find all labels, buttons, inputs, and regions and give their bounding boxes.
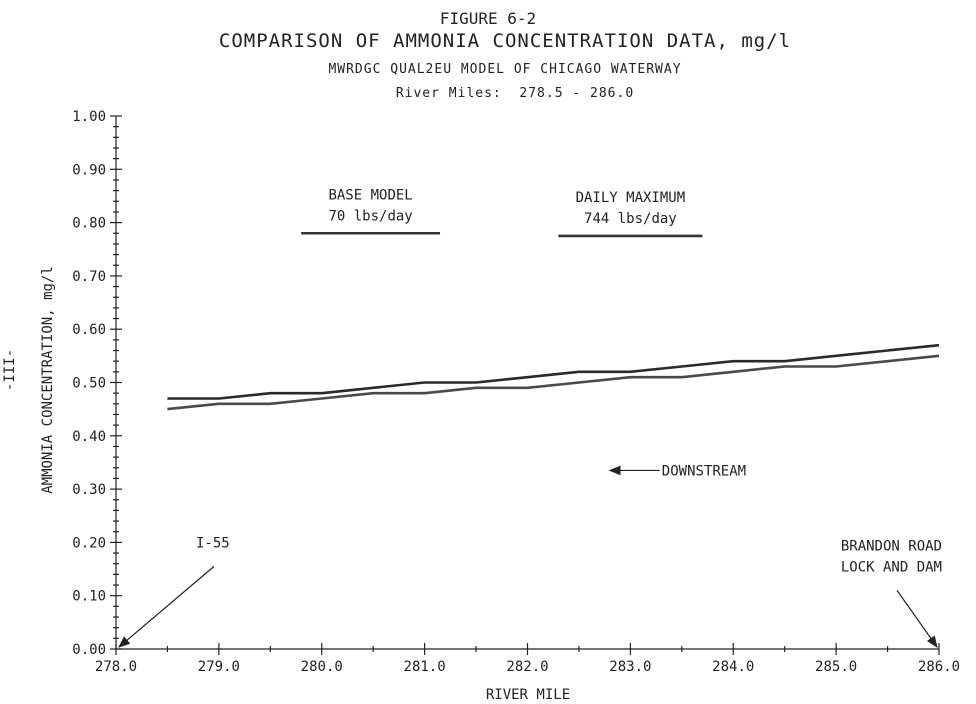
side-mark: -III- xyxy=(2,349,18,391)
chart-subtitle-2: River Miles: 278.5 - 286.0 xyxy=(396,86,634,101)
x-axis-label: RIVER MILE xyxy=(486,687,570,703)
chart-subtitle: MWRDGC QUAL2EU MODEL OF CHICAGO WATERWAY xyxy=(328,62,681,77)
series-line-1 xyxy=(167,343,940,400)
legend: BASE MODEL 70 lbs/day DAILY MAXIMUM 744 lbs… xyxy=(301,187,703,238)
y-tick-label: 0.20 xyxy=(72,535,106,551)
y-tick-label: 0.40 xyxy=(72,429,106,445)
y-tick-label: 0.50 xyxy=(72,376,106,392)
series-lines xyxy=(167,343,940,411)
x-tick-label: 280.0 xyxy=(301,659,343,675)
x-tick-label: 282.0 xyxy=(506,659,548,675)
annotations: I-55 BRANDON ROAD LOCK AND DAM DOWNSTREAM xyxy=(118,463,942,648)
chart-title: COMPARISON OF AMMONIA CONCENTRATION DATA… xyxy=(219,30,791,52)
y-tick-label: 0.80 xyxy=(72,216,106,232)
annotation-i55-arrow xyxy=(118,565,215,648)
x-tick-label: 279.0 xyxy=(198,659,240,675)
y-tick-label: 0.90 xyxy=(72,162,106,178)
x-tick-label: 283.0 xyxy=(609,659,651,675)
series-line-2 xyxy=(167,354,940,411)
y-tick-label: 0.70 xyxy=(72,269,106,285)
y-tick-label: 1.00 xyxy=(72,109,106,125)
y-axis-label: AMMONIA CONCENTRATION, mg/l xyxy=(40,266,56,494)
y-tick-label: 0.00 xyxy=(72,642,106,658)
legend-sublabel-2: 744 lbs/day xyxy=(584,211,677,227)
legend-label-1: BASE MODEL xyxy=(328,187,412,203)
x-tick-label: 278.0 xyxy=(95,659,137,675)
annotation-brandon-arrow xyxy=(896,590,938,648)
annotation-downstream: DOWNSTREAM xyxy=(662,463,746,479)
ticks: 0.00 0.10 0.20 0.30 0.40 0.50 0.60 0.70 0.80 0.90… xyxy=(72,109,960,675)
x-tick-label: 286.0 xyxy=(918,659,960,675)
legend-sublabel-1: 70 lbs/day xyxy=(328,208,412,224)
x-tick-label: 281.0 xyxy=(404,659,446,675)
annotation-lock-and-dam: LOCK AND DAM xyxy=(841,560,942,576)
annotation-i55: I-55 xyxy=(196,536,230,552)
y-tick-label: 0.30 xyxy=(72,482,106,498)
axes xyxy=(115,116,939,650)
y-tick-label: 0.10 xyxy=(72,589,106,605)
annotation-brandon-road: BRANDON ROAD xyxy=(841,538,942,554)
legend-label-2: DAILY MAXIMUM xyxy=(576,190,686,206)
x-tick-label: 285.0 xyxy=(815,659,857,675)
figure-label: FIGURE 6-2 xyxy=(440,9,536,28)
x-tick-label: 284.0 xyxy=(712,659,754,675)
y-tick-label: 0.60 xyxy=(72,322,106,338)
